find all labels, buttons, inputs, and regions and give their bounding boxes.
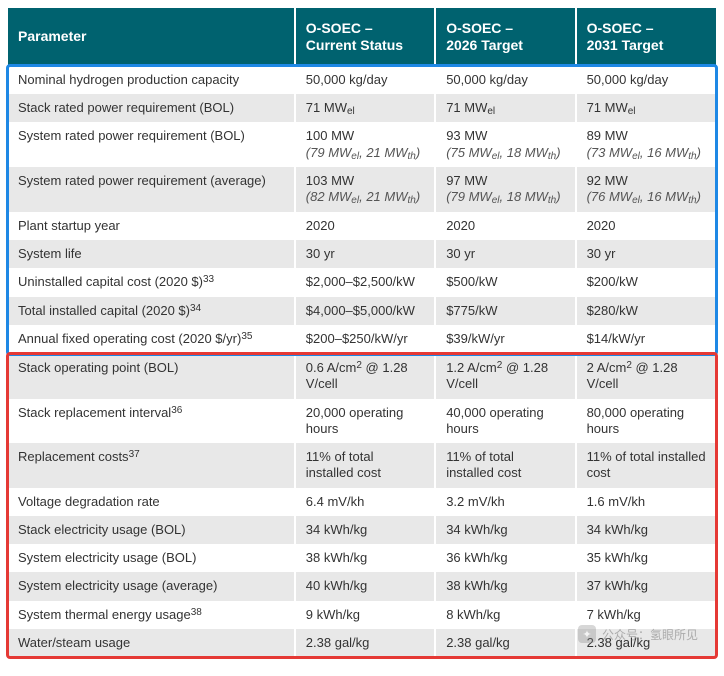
- cell-parameter: Annual fixed operating cost (2020 $/yr)3…: [8, 325, 295, 354]
- cell-value: 34 kWh/kg: [435, 516, 575, 544]
- cell-value: $500/kW: [435, 268, 575, 297]
- cell-value: 37 kWh/kg: [576, 572, 716, 600]
- cell-value: 0.6 A/cm2 @ 1.28 V/cell: [295, 354, 435, 399]
- table-row: System rated power requirement (BOL)100 …: [8, 122, 716, 167]
- cell-value: 30 yr: [576, 240, 716, 268]
- cell-value: 103 MW(82 MWel, 21 MWth): [295, 167, 435, 212]
- cell-value: 80,000 operating hours: [576, 399, 716, 444]
- cell-value: 97 MW(79 MWel, 18 MWth): [435, 167, 575, 212]
- cell-value: 6.4 mV/kh: [295, 488, 435, 516]
- cell-value: 36 kWh/kg: [435, 544, 575, 572]
- cell-value: 93 MW(75 MWel, 18 MWth): [435, 122, 575, 167]
- cell-value: $200/kW: [576, 268, 716, 297]
- cell-value: $39/kW/yr: [435, 325, 575, 354]
- cell-parameter: Nominal hydrogen production capacity: [8, 66, 295, 94]
- table-row: Nominal hydrogen production capacity50,0…: [8, 66, 716, 94]
- col-header-cur: O-SOEC – Current Status: [295, 8, 435, 66]
- table-row: Uninstalled capital cost (2020 $)33$2,00…: [8, 268, 716, 297]
- table-row: Plant startup year202020202020: [8, 212, 716, 240]
- table-row: Replacement costs3711% of total installe…: [8, 443, 716, 488]
- table-row: Stack electricity usage (BOL)34 kWh/kg34…: [8, 516, 716, 544]
- cell-value: 100 MW(79 MWel, 21 MWth): [295, 122, 435, 167]
- cell-value: 9 kWh/kg: [295, 601, 435, 630]
- cell-value: 3.2 mV/kh: [435, 488, 575, 516]
- table-container: ParameterO-SOEC – Current StatusO-SOEC –…: [8, 8, 716, 657]
- col-header-t2031: O-SOEC – 2031 Target: [576, 8, 716, 66]
- cell-value: $4,000–$5,000/kW: [295, 297, 435, 326]
- table-row: System rated power requirement (average)…: [8, 167, 716, 212]
- cell-value: 7 kWh/kg: [576, 601, 716, 630]
- cell-parameter: Voltage degradation rate: [8, 488, 295, 516]
- cell-value: 34 kWh/kg: [576, 516, 716, 544]
- cell-value: 2.38 gal/kg: [295, 629, 435, 657]
- table-row: Stack operating point (BOL)0.6 A/cm2 @ 1…: [8, 354, 716, 399]
- cell-value: 8 kWh/kg: [435, 601, 575, 630]
- cell-value: $2,000–$2,500/kW: [295, 268, 435, 297]
- cell-value: 11% of total installed cost: [435, 443, 575, 488]
- cell-value: 71 MWel: [295, 94, 435, 123]
- cell-value: 2020: [576, 212, 716, 240]
- cell-value: 30 yr: [435, 240, 575, 268]
- cell-value: 34 kWh/kg: [295, 516, 435, 544]
- cell-value: 2 A/cm2 @ 1.28 V/cell: [576, 354, 716, 399]
- cell-value: 89 MW(73 MWel, 16 MWth): [576, 122, 716, 167]
- table-row: Stack replacement interval3620,000 opera…: [8, 399, 716, 444]
- cell-value: 2.38 gal/kg: [435, 629, 575, 657]
- cell-parameter: System life: [8, 240, 295, 268]
- cell-parameter: System electricity usage (average): [8, 572, 295, 600]
- table-header: ParameterO-SOEC – Current StatusO-SOEC –…: [8, 8, 716, 66]
- cell-value: 11% of total installed cost: [295, 443, 435, 488]
- cell-value: 1.2 A/cm2 @ 1.28 V/cell: [435, 354, 575, 399]
- table-row: System electricity usage (average)40 kWh…: [8, 572, 716, 600]
- soec-parameter-table: ParameterO-SOEC – Current StatusO-SOEC –…: [8, 8, 716, 657]
- cell-value: 1.6 mV/kh: [576, 488, 716, 516]
- cell-value: 38 kWh/kg: [435, 572, 575, 600]
- table-body: Nominal hydrogen production capacity50,0…: [8, 66, 716, 658]
- cell-value: 50,000 kg/day: [435, 66, 575, 94]
- cell-value: 20,000 operating hours: [295, 399, 435, 444]
- cell-parameter: Total installed capital (2020 $)34: [8, 297, 295, 326]
- cell-parameter: System rated power requirement (BOL): [8, 122, 295, 167]
- table-row: System life30 yr30 yr30 yr: [8, 240, 716, 268]
- cell-value: 2020: [295, 212, 435, 240]
- cell-value: 40 kWh/kg: [295, 572, 435, 600]
- cell-parameter: Replacement costs37: [8, 443, 295, 488]
- cell-value: 2.38 gal/kg: [576, 629, 716, 657]
- cell-value: $280/kW: [576, 297, 716, 326]
- cell-value: 2020: [435, 212, 575, 240]
- cell-value: $775/kW: [435, 297, 575, 326]
- cell-value: 35 kWh/kg: [576, 544, 716, 572]
- table-row: System thermal energy usage389 kWh/kg8 k…: [8, 601, 716, 630]
- cell-parameter: Uninstalled capital cost (2020 $)33: [8, 268, 295, 297]
- table-row: Voltage degradation rate6.4 mV/kh3.2 mV/…: [8, 488, 716, 516]
- cell-value: 92 MW(76 MWel, 16 MWth): [576, 167, 716, 212]
- cell-parameter: System thermal energy usage38: [8, 601, 295, 630]
- cell-value: $200–$250/kW/yr: [295, 325, 435, 354]
- table-row: Stack rated power requirement (BOL)71 MW…: [8, 94, 716, 123]
- cell-value: 71 MWel: [576, 94, 716, 123]
- cell-parameter: Stack replacement interval36: [8, 399, 295, 444]
- cell-value: 50,000 kg/day: [576, 66, 716, 94]
- cell-parameter: Plant startup year: [8, 212, 295, 240]
- cell-value: 40,000 operating hours: [435, 399, 575, 444]
- table-row: Total installed capital (2020 $)34$4,000…: [8, 297, 716, 326]
- cell-value: 38 kWh/kg: [295, 544, 435, 572]
- cell-value: 30 yr: [295, 240, 435, 268]
- cell-parameter: System rated power requirement (average): [8, 167, 295, 212]
- cell-parameter: System electricity usage (BOL): [8, 544, 295, 572]
- col-header-parameter: Parameter: [8, 8, 295, 66]
- cell-value: 50,000 kg/day: [295, 66, 435, 94]
- cell-parameter: Stack operating point (BOL): [8, 354, 295, 399]
- table-row: Annual fixed operating cost (2020 $/yr)3…: [8, 325, 716, 354]
- cell-value: 71 MWel: [435, 94, 575, 123]
- cell-parameter: Stack electricity usage (BOL): [8, 516, 295, 544]
- cell-parameter: Water/steam usage: [8, 629, 295, 657]
- cell-value: 11% of total installed cost: [576, 443, 716, 488]
- cell-parameter: Stack rated power requirement (BOL): [8, 94, 295, 123]
- cell-value: $14/kW/yr: [576, 325, 716, 354]
- table-row: Water/steam usage2.38 gal/kg2.38 gal/kg2…: [8, 629, 716, 657]
- table-row: System electricity usage (BOL)38 kWh/kg3…: [8, 544, 716, 572]
- col-header-t2026: O-SOEC – 2026 Target: [435, 8, 575, 66]
